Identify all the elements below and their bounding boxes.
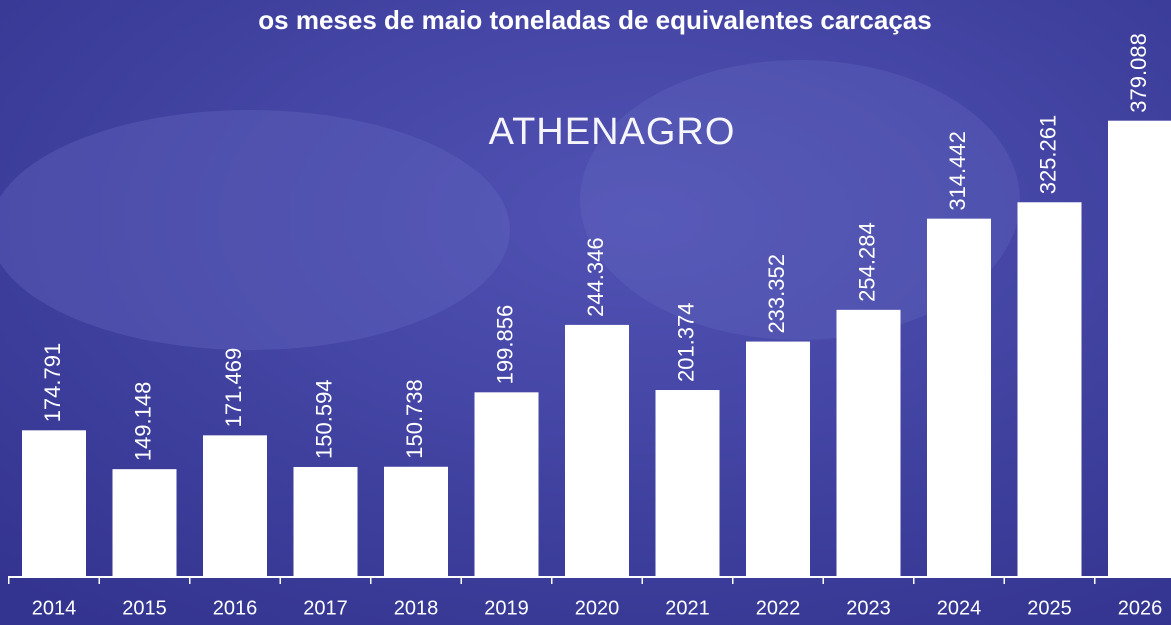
value-label: 244.346	[583, 237, 608, 317]
x-tick-label: 2015	[122, 597, 167, 619]
background-shape	[0, 110, 510, 350]
logo: ATHENAGRO	[489, 111, 736, 153]
bar	[1018, 202, 1082, 577]
bar	[113, 469, 177, 577]
x-tick-label: 2014	[32, 597, 77, 619]
chart-title: os meses de maio toneladas de equivalent…	[258, 5, 931, 35]
x-tick-label: 2017	[303, 597, 348, 619]
value-label: 325.261	[1035, 115, 1060, 195]
value-label: 314.442	[945, 131, 970, 211]
bar	[837, 310, 901, 577]
value-label: 171.469	[221, 348, 246, 428]
value-label: 174.791	[40, 343, 65, 423]
bar	[565, 325, 629, 577]
page: os meses de maio toneladas de equivalent…	[0, 0, 1171, 625]
x-tick-label: 2023	[846, 597, 891, 619]
value-label: 233.352	[764, 254, 789, 334]
bar	[475, 392, 539, 577]
value-label: 201.374	[673, 302, 698, 382]
x-tick-label: 2019	[484, 597, 529, 619]
bar	[384, 467, 448, 577]
value-label: 149.148	[130, 382, 155, 462]
x-tick-label: 2025	[1027, 597, 1072, 619]
x-tick-label: 2020	[575, 597, 620, 619]
value-label: 150.738	[402, 379, 427, 459]
bar	[294, 467, 358, 577]
x-tick-label: 2026	[1118, 597, 1163, 619]
bar	[927, 219, 991, 577]
x-tick-label: 2016	[213, 597, 258, 619]
bar	[203, 435, 267, 577]
value-label: 379.088	[1126, 33, 1151, 113]
bar	[1108, 121, 1171, 577]
x-tick-label: 2018	[394, 597, 439, 619]
value-label: 254.284	[854, 222, 879, 302]
x-tick-label: 2021	[665, 597, 710, 619]
value-label: 150.594	[311, 379, 336, 459]
bar	[746, 342, 810, 577]
bar	[22, 430, 86, 577]
x-tick-label: 2024	[937, 597, 982, 619]
chart: os meses de maio toneladas de equivalent…	[0, 0, 1171, 625]
bar	[656, 390, 720, 577]
x-tick-label: 2022	[756, 597, 801, 619]
value-label: 199.856	[492, 305, 517, 385]
